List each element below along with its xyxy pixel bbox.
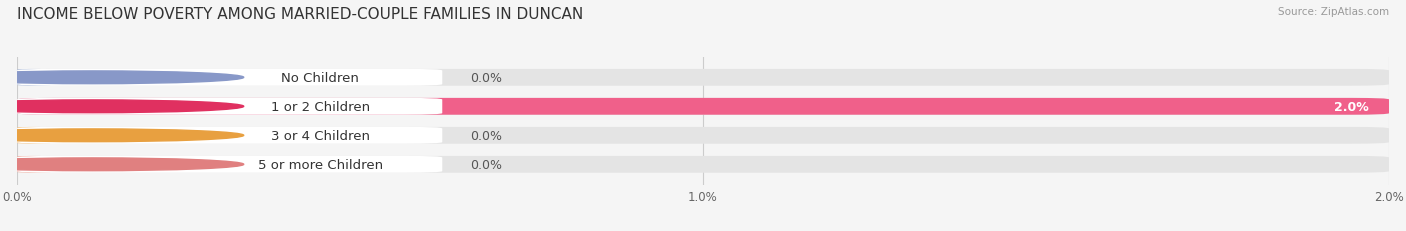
Circle shape xyxy=(0,158,243,171)
Text: 2.0%: 2.0% xyxy=(1334,100,1368,113)
FancyBboxPatch shape xyxy=(17,70,443,86)
FancyBboxPatch shape xyxy=(17,156,51,173)
FancyBboxPatch shape xyxy=(17,156,443,173)
Text: 5 or more Children: 5 or more Children xyxy=(257,158,382,171)
Text: 3 or 4 Children: 3 or 4 Children xyxy=(271,129,370,142)
Circle shape xyxy=(0,100,243,113)
FancyBboxPatch shape xyxy=(17,98,443,115)
Text: No Children: No Children xyxy=(281,71,360,85)
Circle shape xyxy=(0,72,243,84)
Text: 0.0%: 0.0% xyxy=(470,158,502,171)
FancyBboxPatch shape xyxy=(17,98,1389,115)
FancyBboxPatch shape xyxy=(17,127,51,144)
FancyBboxPatch shape xyxy=(17,98,1389,115)
Text: 0.0%: 0.0% xyxy=(470,129,502,142)
FancyBboxPatch shape xyxy=(17,127,1389,144)
Text: 1 or 2 Children: 1 or 2 Children xyxy=(271,100,370,113)
Circle shape xyxy=(0,129,243,142)
Text: INCOME BELOW POVERTY AMONG MARRIED-COUPLE FAMILIES IN DUNCAN: INCOME BELOW POVERTY AMONG MARRIED-COUPL… xyxy=(17,7,583,22)
FancyBboxPatch shape xyxy=(17,70,51,86)
Text: Source: ZipAtlas.com: Source: ZipAtlas.com xyxy=(1278,7,1389,17)
FancyBboxPatch shape xyxy=(17,156,1389,173)
FancyBboxPatch shape xyxy=(17,70,1389,86)
Text: 0.0%: 0.0% xyxy=(470,71,502,85)
FancyBboxPatch shape xyxy=(17,127,443,144)
